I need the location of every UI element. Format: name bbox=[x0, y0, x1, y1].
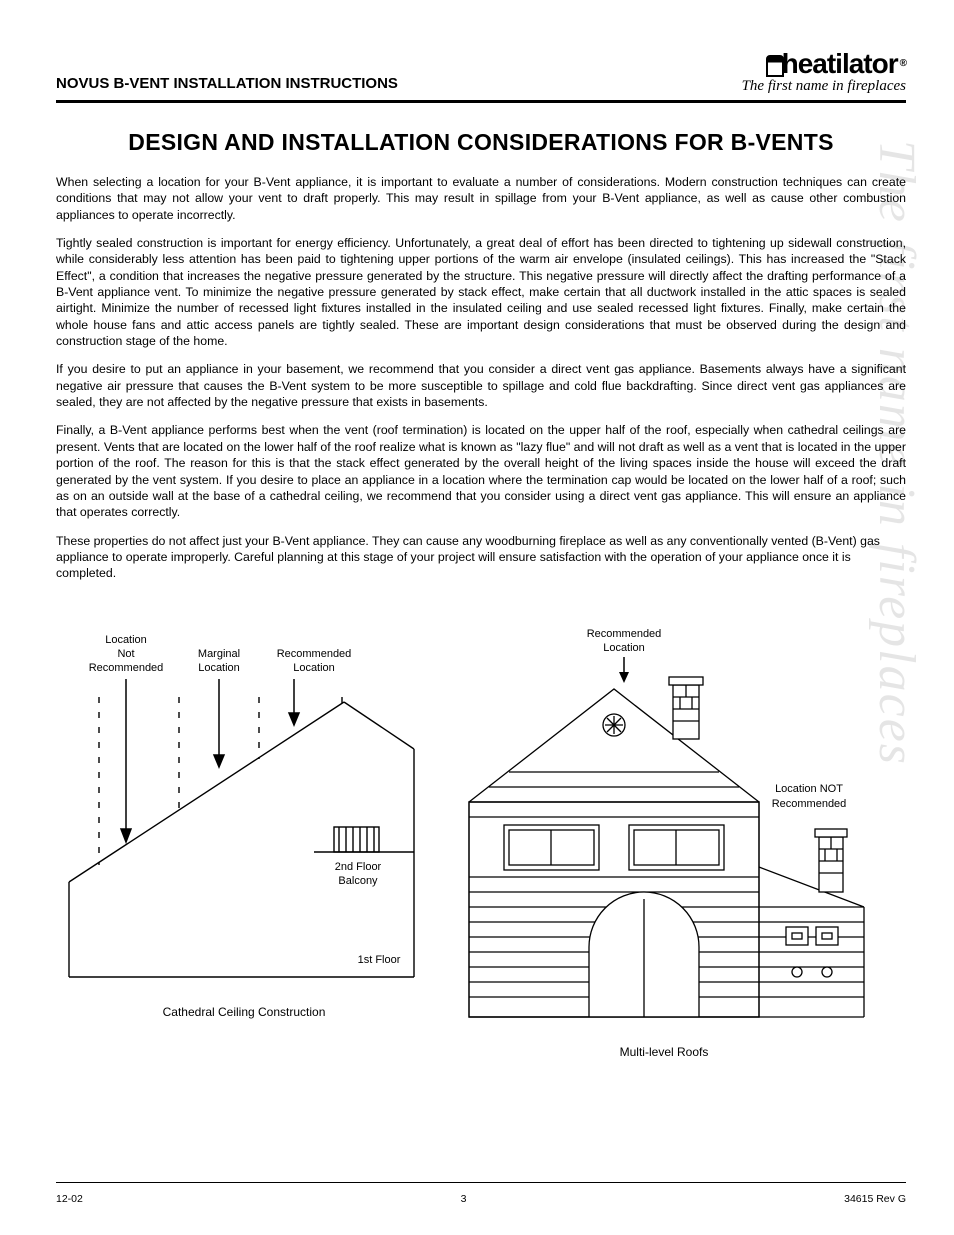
fig1-roof bbox=[69, 697, 414, 977]
footer-left: 12-02 bbox=[56, 1193, 83, 1205]
figures-row: Location Not Recommended Marginal Locati… bbox=[56, 627, 906, 1059]
fig1-marg-1: Marginal bbox=[198, 648, 240, 660]
doc-title: NOVUS B-VENT INSTALLATION INSTRUCTIONS bbox=[56, 75, 398, 94]
footer-center: 3 bbox=[461, 1193, 467, 1205]
fig2-rec-1: Recommended bbox=[587, 628, 662, 640]
page-title: DESIGN AND INSTALLATION CONSIDERATIONS F… bbox=[56, 129, 906, 156]
multilevel-diagram: Recommended Location bbox=[454, 627, 874, 1037]
figure-cathedral: Location Not Recommended Marginal Locati… bbox=[64, 627, 424, 1059]
cathedral-diagram: Location Not Recommended Marginal Locati… bbox=[64, 627, 424, 997]
brand-block: heatilator ® The first name in fireplace… bbox=[742, 50, 906, 94]
paragraph-1: When selecting a location for your B-Ven… bbox=[56, 174, 906, 223]
header-rule bbox=[56, 100, 906, 103]
brand-name: heatilator bbox=[782, 50, 898, 78]
fig1-balcony: Balcony bbox=[338, 875, 378, 887]
fig1-rec-1: Recommended bbox=[277, 648, 352, 660]
balcony-rails bbox=[339, 827, 374, 852]
paragraph-2: Tightly sealed construction is important… bbox=[56, 235, 906, 349]
fig1-arrows bbox=[121, 679, 299, 842]
footer: 12-02 3 34615 Rev G bbox=[56, 1182, 906, 1205]
fig2-chimney-rec bbox=[669, 677, 703, 739]
fig2-notrec-1: Location NOT bbox=[775, 783, 843, 795]
fig1-notrec-3: Recommended bbox=[89, 662, 164, 674]
fig2-caption: Multi-level Roofs bbox=[620, 1045, 709, 1059]
fig1-notrec-1: Location bbox=[105, 634, 147, 646]
page: NOVUS B-VENT INSTALLATION INSTRUCTIONS h… bbox=[0, 0, 954, 1235]
header: NOVUS B-VENT INSTALLATION INSTRUCTIONS h… bbox=[56, 50, 906, 94]
fig1-floor2: 2nd Floor bbox=[335, 861, 382, 873]
paragraph-3: If you desire to put an appliance in you… bbox=[56, 361, 906, 410]
registered-mark: ® bbox=[900, 59, 906, 69]
brand-tagline: The first name in fireplaces bbox=[742, 79, 906, 94]
fig2-chimney-notrec bbox=[815, 829, 847, 892]
fig2-house bbox=[469, 677, 864, 1017]
footer-rule bbox=[56, 1182, 906, 1183]
footer-right: 34615 Rev G bbox=[844, 1193, 906, 1205]
fig2-notrec-2: Recommended bbox=[772, 798, 847, 810]
fig1-rec-2: Location bbox=[293, 662, 335, 674]
fig2-rec-arrow-head bbox=[619, 672, 629, 683]
paragraph-4: Finally, a B-Vent appliance performs bes… bbox=[56, 422, 906, 520]
fig1-caption: Cathedral Ceiling Construction bbox=[163, 1005, 326, 1019]
figure-multilevel: Recommended Location bbox=[454, 627, 874, 1059]
fig2-rec-2: Location bbox=[603, 642, 645, 654]
fig1-floor1: 1st Floor bbox=[358, 954, 401, 966]
fig1-notrec-2: Not bbox=[117, 648, 134, 660]
fig1-marg-2: Location bbox=[198, 662, 240, 674]
flame-icon bbox=[766, 55, 784, 77]
body-text: When selecting a location for your B-Ven… bbox=[56, 174, 906, 582]
footer-row: 12-02 3 34615 Rev G bbox=[56, 1193, 906, 1205]
paragraph-5: These properties do not affect just your… bbox=[56, 533, 906, 582]
brand-logo: heatilator ® bbox=[766, 50, 906, 78]
